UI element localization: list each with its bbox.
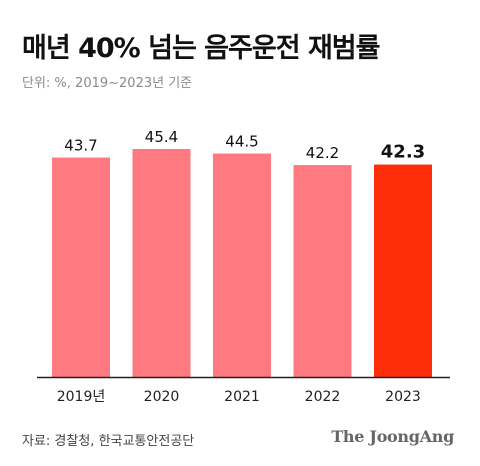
bar-2020: [132, 149, 191, 377]
data-label-2023: 42.3: [381, 142, 425, 163]
x-tick-label-2021: 2021: [224, 389, 260, 405]
chart-subtitle: 단위: %, 2019~2023년 기준: [22, 76, 193, 91]
chart-title: 매년 40% 넘는 음주운전 재범률: [22, 33, 380, 64]
data-label-2022: 42.2: [306, 144, 339, 162]
x-tick-label-2019년: 2019년: [57, 389, 106, 405]
publisher-logo: The JoongAng: [331, 427, 454, 446]
bar-2023: [374, 164, 432, 377]
data-label-2021: 44.5: [225, 133, 258, 151]
bar-2019년: [52, 157, 110, 377]
bar-2022: [293, 165, 352, 377]
x-tick-label-2020: 2020: [144, 389, 180, 405]
x-tick-label-2023: 2023: [385, 389, 421, 405]
bar-2021: [213, 153, 271, 377]
x-tick-label-2022: 2022: [305, 389, 341, 405]
source-note: 자료: 경찰청, 한국교통안전공단: [22, 434, 195, 449]
data-label-2020: 45.4: [145, 128, 178, 146]
data-label-2019년: 43.7: [64, 137, 97, 155]
